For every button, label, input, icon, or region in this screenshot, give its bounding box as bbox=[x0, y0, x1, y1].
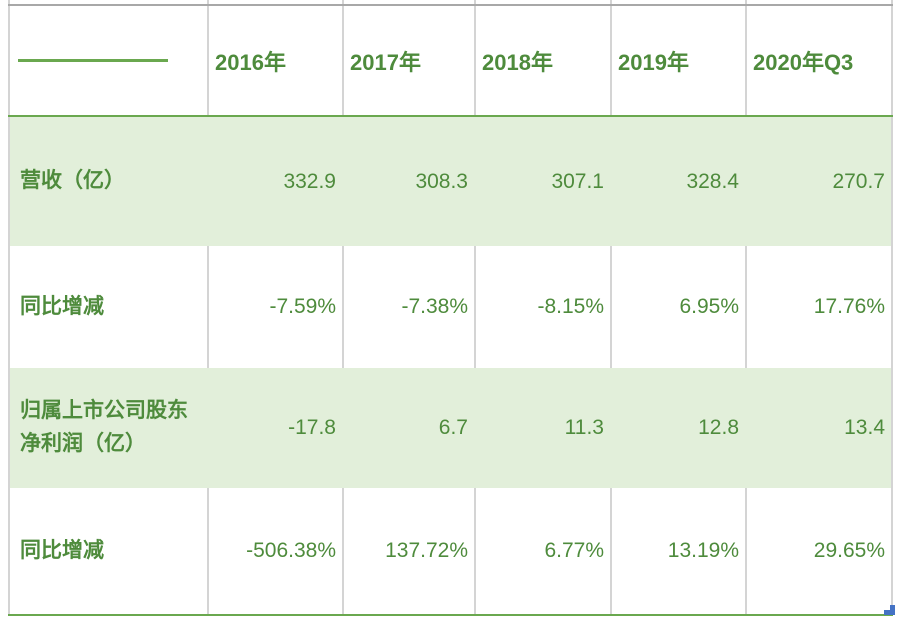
value-cell[interactable]: 13.19% bbox=[612, 488, 747, 614]
value-cell[interactable]: 6.77% bbox=[476, 488, 612, 614]
table-row-net-profit-yoy: 同比增减 -506.38% 137.72% 6.77% 13.19% 29.65… bbox=[8, 488, 893, 614]
value-cell[interactable]: -8.15% bbox=[476, 246, 612, 368]
row-label-cell[interactable]: 同比增减 bbox=[8, 246, 209, 368]
header-bottom-rule bbox=[8, 115, 893, 117]
year-header-cell-2020q3[interactable]: 2020年Q3 bbox=[747, 6, 893, 115]
value-cell[interactable]: 270.7 bbox=[747, 117, 893, 246]
year-header-cell-2016[interactable]: 2016年 bbox=[209, 6, 344, 115]
value-cell[interactable]: -7.38% bbox=[344, 246, 476, 368]
table-row-revenue-yoy: 同比增减 -7.59% -7.38% -8.15% 6.95% 17.76% bbox=[8, 246, 893, 368]
value-cell[interactable]: 328.4 bbox=[686, 169, 739, 193]
grid-cell bbox=[8, 0, 209, 4]
header-top-rule bbox=[8, 4, 893, 6]
corner-header-cell[interactable] bbox=[8, 6, 209, 115]
year-header-cell-2018[interactable]: 2018年 bbox=[476, 6, 612, 115]
row-label-cell[interactable]: 同比增减 bbox=[8, 488, 209, 614]
value-cell[interactable]: 6.7 bbox=[438, 416, 468, 439]
value-cell[interactable]: -506.38% bbox=[209, 488, 344, 614]
table-row-net-profit: 归属上市公司股东净利润（亿） -17.8 6.7 11.3 12.8 13.4 bbox=[8, 368, 893, 488]
grid-cell bbox=[747, 0, 893, 4]
year-header-cell-2019[interactable]: 2019年 bbox=[612, 6, 747, 115]
table-bottom-rule bbox=[8, 614, 893, 616]
row-label-cell[interactable]: 营收（亿） bbox=[8, 117, 209, 246]
value-cell[interactable]: 307.1 bbox=[551, 169, 604, 193]
resize-handle-icon[interactable] bbox=[884, 605, 895, 615]
value-cell[interactable]: 308.3 bbox=[415, 169, 468, 193]
grid-cell bbox=[476, 0, 612, 4]
corner-dash bbox=[18, 59, 168, 62]
table-header-row: 2016年 2017年 2018年 2019年 2020年Q3 bbox=[8, 6, 893, 115]
value-cell[interactable]: -7.59% bbox=[209, 246, 344, 368]
value-cell[interactable]: 17.76% bbox=[747, 246, 893, 368]
grid-cell bbox=[209, 0, 344, 4]
grid-cell bbox=[612, 0, 747, 4]
year-header-cell-2017[interactable]: 2017年 bbox=[344, 6, 476, 115]
value-cell[interactable]: 137.72% bbox=[344, 488, 476, 614]
row-label-cell[interactable]: 归属上市公司股东净利润（亿） bbox=[8, 368, 209, 488]
value-cell[interactable]: 11.3 bbox=[564, 416, 604, 439]
value-cell[interactable]: 6.95% bbox=[612, 246, 747, 368]
value-cell[interactable]: 332.9 bbox=[283, 169, 336, 193]
table-row-revenue: 营收（亿） 332.9 308.3 307.1 328.4 270.7 bbox=[8, 117, 893, 246]
value-cell[interactable]: 12.8 bbox=[698, 416, 739, 439]
financial-table: 2016年 2017年 2018年 2019年 2020年Q3 营收（亿） 33… bbox=[8, 0, 893, 616]
grid-cell bbox=[344, 0, 476, 4]
value-cell[interactable]: -17.8 bbox=[288, 416, 336, 439]
partial-row-above bbox=[8, 0, 893, 4]
value-cell[interactable]: 13.4 bbox=[747, 368, 893, 488]
value-cell[interactable]: 29.65% bbox=[747, 488, 893, 614]
